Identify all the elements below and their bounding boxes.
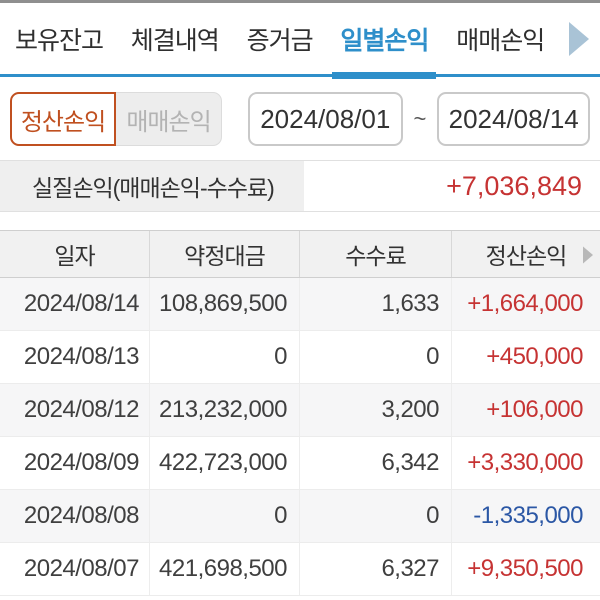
table-header: 일자 약정대금 수수료 정산손익	[0, 230, 600, 278]
filter-row: 정산손익 매매손익 2024/08/01 ~ 2024/08/14	[0, 91, 600, 147]
tab-daily-pnl[interactable]: 일별손익	[332, 2, 437, 79]
row-fee: 0	[299, 490, 451, 542]
top-divider	[0, 0, 600, 3]
row-fee: 1,633	[299, 278, 451, 330]
tab-holdings[interactable]: 보유잔고	[15, 26, 104, 55]
table-row[interactable]: 2024/08/08 0 0 -1,335,000	[0, 490, 600, 543]
row-pnl: +450,000	[451, 331, 600, 383]
chevron-right-small-icon[interactable]	[581, 245, 595, 265]
row-fee: 0	[299, 331, 451, 383]
row-amount: 0	[149, 490, 299, 542]
chevron-right-icon[interactable]	[566, 20, 592, 58]
row-fee: 6,342	[299, 437, 451, 489]
row-amount: 0	[149, 331, 299, 383]
row-date: 2024/08/12	[23, 396, 140, 423]
row-date: 2024/08/08	[23, 502, 140, 529]
net-profit-label: 실질손익(매매손익-수수료)	[0, 161, 304, 211]
daily-pnl-table: 일자 약정대금 수수료 정산손익 2024/08/14 108,869,500 …	[0, 230, 600, 596]
tab-bar: 보유잔고 체결내역 증거금 일별손익 매매손익	[0, 2, 600, 79]
row-pnl: +3,330,000	[451, 437, 600, 489]
date-to-input[interactable]: 2024/08/14	[437, 92, 590, 146]
table-row[interactable]: 2024/08/14 108,869,500 1,633 +1,664,000	[0, 278, 600, 331]
row-amount: 108,869,500	[149, 278, 299, 330]
trading-pnl-button[interactable]: 매매손익	[116, 92, 222, 146]
col-header-pnl: 정산손익	[451, 231, 600, 277]
net-profit-value: +7,036,849	[446, 170, 582, 201]
pnl-mode-toggle: 정산손익 매매손익	[10, 92, 222, 146]
row-pnl: -1,335,000	[451, 490, 600, 542]
table-row[interactable]: 2024/08/12 213,232,000 3,200 +106,000	[0, 384, 600, 437]
tab-trading-pnl[interactable]: 매매손익	[456, 26, 545, 55]
table-row[interactable]: 2024/08/09 422,723,000 6,342 +3,330,000	[0, 437, 600, 490]
row-pnl: +9,350,500	[451, 543, 600, 595]
row-amount: 213,232,000	[149, 384, 299, 436]
row-pnl: +106,000	[451, 384, 600, 436]
row-pnl: +1,664,000	[451, 278, 600, 330]
table-row[interactable]: 2024/08/07 421,698,500 6,327 +9,350,500	[0, 543, 600, 596]
row-date: 2024/08/07	[23, 555, 140, 582]
net-profit-summary: 실질손익(매매손익-수수료) +7,036,849	[0, 160, 600, 212]
tab-executions[interactable]: 체결내역	[130, 26, 220, 55]
row-fee: 6,327	[299, 543, 451, 595]
row-amount: 422,723,000	[149, 437, 299, 489]
date-range-separator: ~	[413, 106, 427, 131]
settlement-pnl-button[interactable]: 정산손익	[10, 92, 116, 146]
row-date: 2024/08/13	[23, 343, 140, 370]
row-fee: 3,200	[299, 384, 451, 436]
row-date: 2024/08/14	[23, 290, 140, 317]
row-amount: 421,698,500	[149, 543, 299, 595]
col-header-pnl-label: 정산손익	[485, 243, 568, 269]
col-header-date: 일자	[54, 243, 95, 269]
row-date: 2024/08/09	[23, 449, 140, 476]
tab-margin[interactable]: 증거금	[246, 26, 314, 55]
col-header-fee: 수수료	[299, 231, 451, 277]
table-row[interactable]: 2024/08/13 0 0 +450,000	[0, 331, 600, 384]
date-from-input[interactable]: 2024/08/01	[248, 92, 403, 146]
col-header-amount: 약정대금	[149, 231, 299, 277]
